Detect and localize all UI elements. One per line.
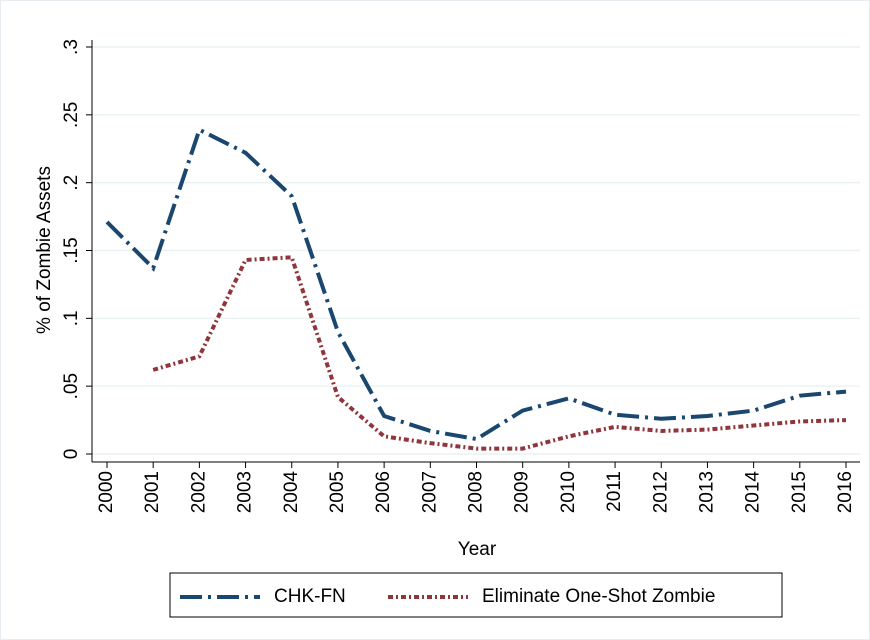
x-tick-label: 2016 — [835, 471, 856, 513]
x-tick-label: 2007 — [419, 471, 440, 513]
x-tick-label: 2010 — [558, 471, 579, 513]
legend-label: Eliminate One-Shot Zombie — [482, 586, 715, 607]
y-axis-title: % of Zombie Assets — [34, 166, 55, 334]
x-axis-title: Year — [458, 539, 497, 560]
x-tick-label: 2002 — [188, 471, 209, 513]
x-tick-label: 2008 — [466, 471, 487, 513]
y-tick-label: .3 — [61, 39, 82, 55]
y-tick-label: .05 — [61, 373, 82, 399]
x-tick-label: 2012 — [650, 471, 671, 513]
y-tick-label: .1 — [61, 310, 82, 326]
legend-box — [169, 572, 783, 618]
y-tick-label: 0 — [61, 449, 82, 460]
x-tick-label: 2014 — [743, 471, 764, 514]
x-tick-label: 2005 — [327, 471, 348, 513]
series-line — [152, 255, 847, 451]
x-tick-label: 2009 — [512, 471, 533, 513]
y-tick-label: .2 — [61, 175, 82, 191]
x-tick-label: 2015 — [789, 471, 810, 513]
x-tick-label: 2011 — [604, 471, 625, 512]
x-tick-label: 2013 — [696, 471, 717, 513]
y-tick-label: .25 — [61, 102, 82, 128]
x-tick-label: 2001 — [142, 471, 163, 513]
x-tick-label: 2000 — [96, 471, 117, 513]
legend-label: CHK-FN — [274, 586, 346, 607]
y-tick-label: .15 — [61, 237, 82, 263]
x-tick-label: 2006 — [373, 471, 394, 513]
x-tick-label: 2003 — [235, 471, 256, 513]
x-tick-label: 2004 — [281, 471, 302, 514]
